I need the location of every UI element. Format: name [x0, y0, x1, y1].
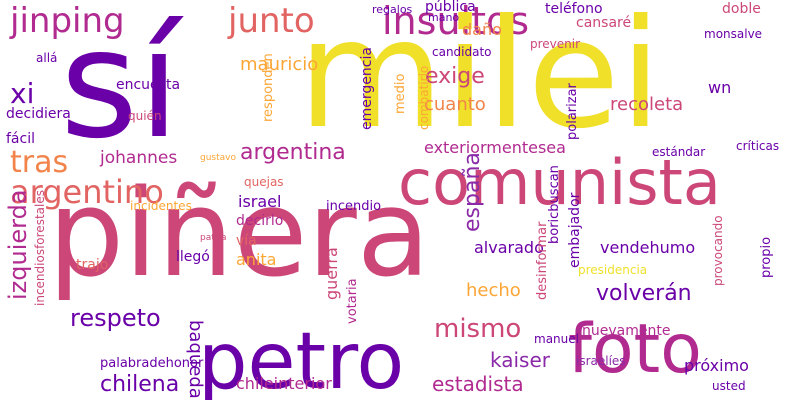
word: provocando	[711, 215, 725, 286]
word: desinformar	[535, 221, 550, 301]
word: milei	[298, 0, 662, 162]
word: mauricio	[240, 54, 319, 75]
word: monsalve	[704, 27, 763, 41]
word: quién	[128, 109, 162, 123]
word: johannes	[100, 148, 178, 168]
word: españa	[460, 152, 485, 232]
word: estándar	[652, 145, 706, 159]
word: israel	[238, 192, 282, 211]
word: gustavo	[200, 153, 236, 163]
word: vía	[236, 233, 257, 249]
word: prevenir	[530, 37, 581, 51]
word: piñera	[48, 165, 431, 304]
word: sí	[60, 0, 180, 172]
word: votaria	[345, 278, 360, 324]
word: estadista	[432, 372, 524, 396]
word: próximo	[684, 356, 749, 375]
word: recoleta	[610, 94, 684, 115]
word: decidiera	[6, 106, 71, 122]
word: mano	[428, 11, 460, 24]
word: presidencia	[578, 263, 648, 277]
word: incendiosforestales	[33, 190, 47, 306]
word: guerra	[322, 247, 341, 300]
word: argentina	[240, 140, 346, 165]
word: doble	[722, 1, 761, 17]
word: manuel	[534, 332, 579, 346]
word: responden	[261, 53, 276, 122]
word: wn	[708, 78, 732, 97]
word: emergencia	[359, 47, 375, 130]
word: junto	[228, 1, 315, 41]
word: nuevamente	[582, 323, 671, 339]
word: cansaré	[576, 15, 632, 31]
word: teléfono	[545, 1, 603, 17]
word: israelíes	[576, 354, 626, 368]
word: foto	[568, 310, 702, 389]
word: fácil	[6, 131, 35, 147]
word: candidato	[432, 45, 492, 59]
word: daño	[462, 20, 502, 39]
word: comunista	[398, 146, 721, 219]
word: mismo	[434, 314, 522, 344]
word: allá	[36, 51, 58, 65]
word: regalos	[372, 3, 413, 16]
word: hecho	[466, 280, 521, 301]
word: kaiser	[490, 348, 550, 372]
word: exteriormentesea	[424, 138, 566, 157]
word: quejas	[244, 175, 284, 189]
word: críticas	[736, 139, 780, 153]
word: incidentes	[130, 199, 192, 213]
word: palabradehonor	[100, 356, 204, 371]
word: anita	[236, 250, 277, 269]
word: exige	[425, 64, 485, 89]
word: cuanto	[424, 94, 486, 115]
word: respeto	[70, 304, 161, 332]
word: medio	[393, 73, 408, 114]
word: embajador	[567, 192, 583, 268]
word: vendehumo	[600, 238, 696, 257]
word: baquedano	[185, 320, 206, 400]
word: propio	[759, 236, 774, 278]
word: trajo	[76, 257, 109, 273]
word: patria	[200, 233, 227, 243]
word: tras	[10, 145, 69, 180]
word: jinping	[10, 1, 125, 41]
word: chileinterior	[236, 374, 332, 393]
word: petro	[198, 317, 405, 400]
word: pública	[425, 0, 476, 15]
word: volverán	[596, 281, 692, 306]
word: insultos	[382, 0, 530, 43]
word: polarizar	[565, 83, 580, 140]
word: alvarado	[474, 238, 544, 257]
word: chilena	[100, 372, 180, 397]
word: llegó	[176, 249, 210, 265]
word: incendio	[326, 199, 382, 214]
word: usted	[712, 379, 746, 393]
word: izquierda	[4, 189, 32, 300]
word: encuesta	[116, 77, 181, 93]
word: decirlo	[236, 213, 284, 229]
word: xi	[10, 77, 35, 110]
word: combatirlo	[417, 65, 431, 130]
word: argentino	[10, 173, 164, 211]
